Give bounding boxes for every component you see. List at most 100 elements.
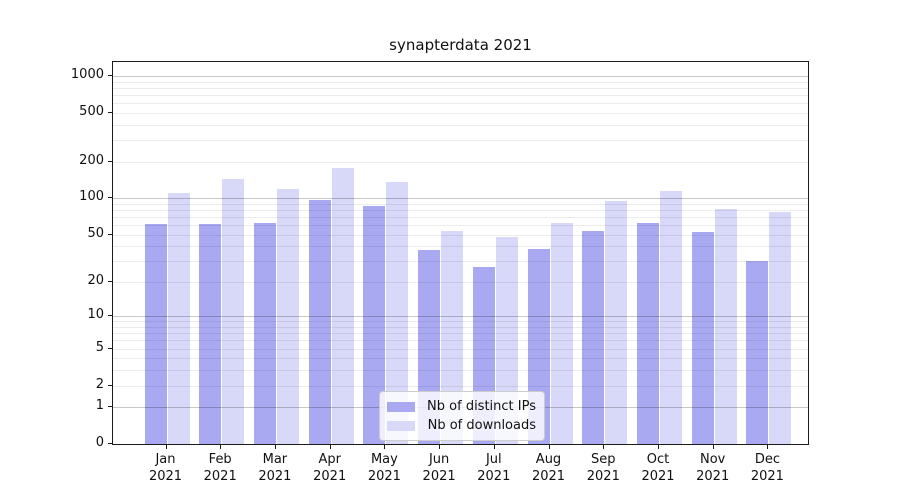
- x-tick-mark: [658, 444, 659, 449]
- legend-row: Nb of distinct IPs: [387, 397, 536, 416]
- gridline-minor: [113, 385, 808, 387]
- bar-downloads: [276, 189, 299, 444]
- x-tick-mark: [767, 444, 769, 449]
- gridline-minor: [113, 234, 808, 236]
- x-tick-mark: [439, 444, 441, 449]
- y-tick-mark: [108, 75, 113, 76]
- bar-downloads: [605, 200, 628, 444]
- bar-downloads: [769, 211, 792, 444]
- gridline-major: [113, 198, 808, 200]
- gridline-minor: [113, 348, 808, 350]
- gridline-minor: [113, 358, 808, 360]
- x-tick-label: Sep 2021: [586, 452, 620, 484]
- y-tick-mark: [108, 406, 113, 408]
- x-tick-mark: [603, 444, 605, 449]
- y-tick-label: 100: [79, 189, 104, 205]
- y-tick-mark: [108, 233, 113, 235]
- x-tick-label: Jan 2021: [148, 452, 183, 484]
- x-tick-mark: [165, 444, 167, 449]
- y-tick-label: 10: [87, 307, 104, 323]
- x-tick-mark: [712, 444, 714, 449]
- gridline-minor: [113, 81, 808, 83]
- bar-distinct-ips: [746, 261, 769, 444]
- bar-downloads: [441, 230, 464, 444]
- y-tick-label: 20: [87, 272, 104, 288]
- y-tick-mark: [108, 443, 113, 444]
- legend-row: Nb of downloads: [387, 416, 536, 435]
- gridline-minor: [113, 161, 808, 163]
- bar-downloads: [714, 209, 737, 444]
- y-tick-mark: [108, 347, 113, 349]
- y-tick-label: 200: [79, 152, 104, 168]
- chart-title: synapterdata 2021: [389, 36, 532, 54]
- legend: Nb of distinct IPs Nb of downloads: [379, 391, 545, 441]
- gridline-minor: [113, 340, 808, 342]
- gridline-minor: [113, 261, 808, 263]
- x-tick-mark: [384, 444, 386, 449]
- y-tick-mark: [108, 111, 113, 113]
- x-tick-label: Aug 2021: [531, 452, 566, 484]
- legend-swatch-distinct-ips: [387, 401, 415, 412]
- y-tick-label: 500: [79, 103, 104, 119]
- gridline-minor: [113, 112, 808, 114]
- gridline-minor: [113, 225, 808, 226]
- legend-label: Nb of downloads: [427, 418, 536, 433]
- bar-downloads: [167, 192, 190, 444]
- bar-distinct-ips: [582, 230, 605, 444]
- y-tick-mark: [108, 160, 113, 162]
- bar-distinct-ips: [144, 224, 167, 444]
- gridline-minor: [113, 321, 808, 323]
- bar-distinct-ips: [253, 222, 276, 444]
- x-tick-label: Jul 2021: [477, 452, 511, 484]
- gridline-minor: [113, 216, 808, 218]
- gridline-minor: [113, 94, 808, 96]
- gridline-minor: [113, 327, 808, 328]
- y-tick-label: 0: [95, 435, 104, 450]
- plot-area: [112, 61, 809, 445]
- bar-distinct-ips: [637, 222, 659, 444]
- bar-downloads: [222, 179, 245, 444]
- x-tick-label: Mar 2021: [258, 452, 292, 484]
- y-tick-label: 5: [95, 339, 104, 355]
- gridline-minor: [113, 124, 808, 126]
- x-tick-mark: [493, 444, 495, 449]
- gridline-major: [113, 76, 808, 77]
- y-tick-mark: [108, 315, 113, 317]
- x-tick-mark: [274, 444, 276, 449]
- gridline-minor: [113, 370, 808, 372]
- gridline-minor: [113, 87, 808, 89]
- gridline-minor: [113, 333, 808, 335]
- legend-label: Nb of distinct IPs: [427, 399, 536, 414]
- y-tick-label: 1000: [70, 67, 104, 82]
- gridline-minor: [113, 103, 808, 105]
- bar-distinct-ips: [363, 206, 386, 444]
- x-tick-mark: [329, 444, 331, 449]
- y-tick-label: 50: [87, 225, 104, 241]
- bar-downloads: [550, 223, 573, 444]
- x-tick-label: May 2021: [367, 452, 401, 484]
- bar-distinct-ips: [199, 224, 222, 444]
- y-tick-label: 2: [95, 376, 104, 392]
- bar-downloads: [331, 168, 354, 444]
- gridline-minor: [113, 209, 808, 211]
- x-tick-label: Jun 2021: [422, 452, 456, 484]
- x-tick-label: Apr 2021: [313, 452, 347, 484]
- x-tick-mark: [220, 444, 222, 449]
- gridline-major: [113, 316, 808, 318]
- x-tick-label: Feb 2021: [203, 452, 237, 484]
- gridline-minor: [113, 281, 808, 283]
- bar-distinct-ips: [308, 200, 331, 444]
- bar-downloads: [660, 190, 682, 444]
- x-tick-label: Dec 2021: [750, 452, 784, 484]
- x-tick-label: Nov 2021: [696, 452, 730, 484]
- x-tick-mark: [548, 444, 550, 449]
- gridline-minor: [113, 246, 808, 248]
- x-tick-label: Oct 2021: [641, 452, 675, 484]
- y-tick-mark: [108, 280, 113, 282]
- gridline-minor: [113, 203, 808, 205]
- legend-swatch-downloads: [387, 420, 415, 431]
- bar-distinct-ips: [691, 231, 714, 444]
- y-tick-label: 1: [95, 398, 104, 414]
- y-tick-mark: [108, 384, 113, 386]
